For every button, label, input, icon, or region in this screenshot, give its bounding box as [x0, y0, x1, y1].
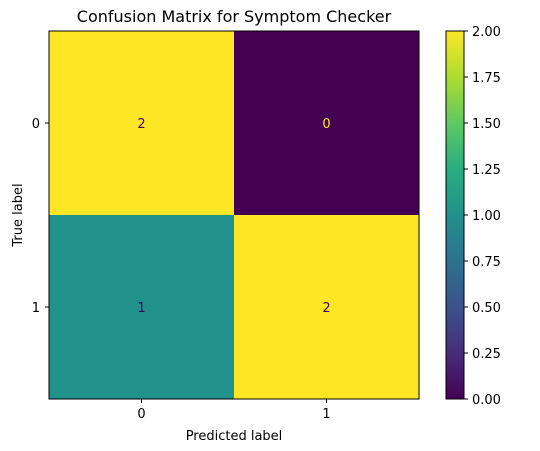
plot-frame — [48, 30, 420, 400]
y-axis-ticks: 01 — [32, 117, 49, 316]
matrix-cells — [49, 31, 419, 399]
colorbar-tick-label: 1.50 — [472, 117, 501, 132]
matrix-cell-1-0 — [49, 215, 234, 399]
colorbar-tick-label: 0.00 — [472, 393, 501, 408]
y-tick-label: 1 — [32, 301, 40, 316]
colorbar-tick-label: 0.25 — [472, 347, 501, 362]
colorbar-tick-label: 0.50 — [472, 301, 501, 316]
cell-value-label-1-0: 1 — [137, 301, 145, 316]
matrix-cell-1-1 — [234, 215, 419, 399]
x-tick-label: 0 — [137, 407, 145, 422]
x-axis-label: Predicted label — [186, 429, 283, 444]
matrix-cell-0-1 — [234, 31, 419, 215]
chart-title: Confusion Matrix for Symptom Checker — [77, 7, 392, 26]
colorbar-tick-label: 1.25 — [472, 163, 501, 178]
colorbar — [445, 30, 465, 400]
cell-value-label-0-1: 0 — [322, 117, 330, 132]
colorbar-tick-label: 0.75 — [472, 255, 501, 270]
colorbar-tick-label: 1.00 — [472, 209, 501, 224]
x-tick-label: 1 — [322, 407, 330, 422]
colorbar-tick-label: 1.75 — [472, 71, 501, 86]
y-tick-label: 0 — [32, 117, 40, 132]
matrix-cell-0-0 — [49, 31, 234, 215]
cell-value-label-1-1: 2 — [322, 301, 330, 316]
y-axis-label: True label — [11, 183, 26, 247]
colorbar-ticks: 0.00 0.25 0.50 0.75 1.00 1.25 1.50 1.75 2.00 — [464, 25, 501, 408]
matrix-cell-labels: 2 01 2 — [137, 117, 330, 316]
colorbar-tick-label: 2.00 — [472, 25, 501, 40]
cell-value-label-0-0: 2 — [137, 117, 145, 132]
